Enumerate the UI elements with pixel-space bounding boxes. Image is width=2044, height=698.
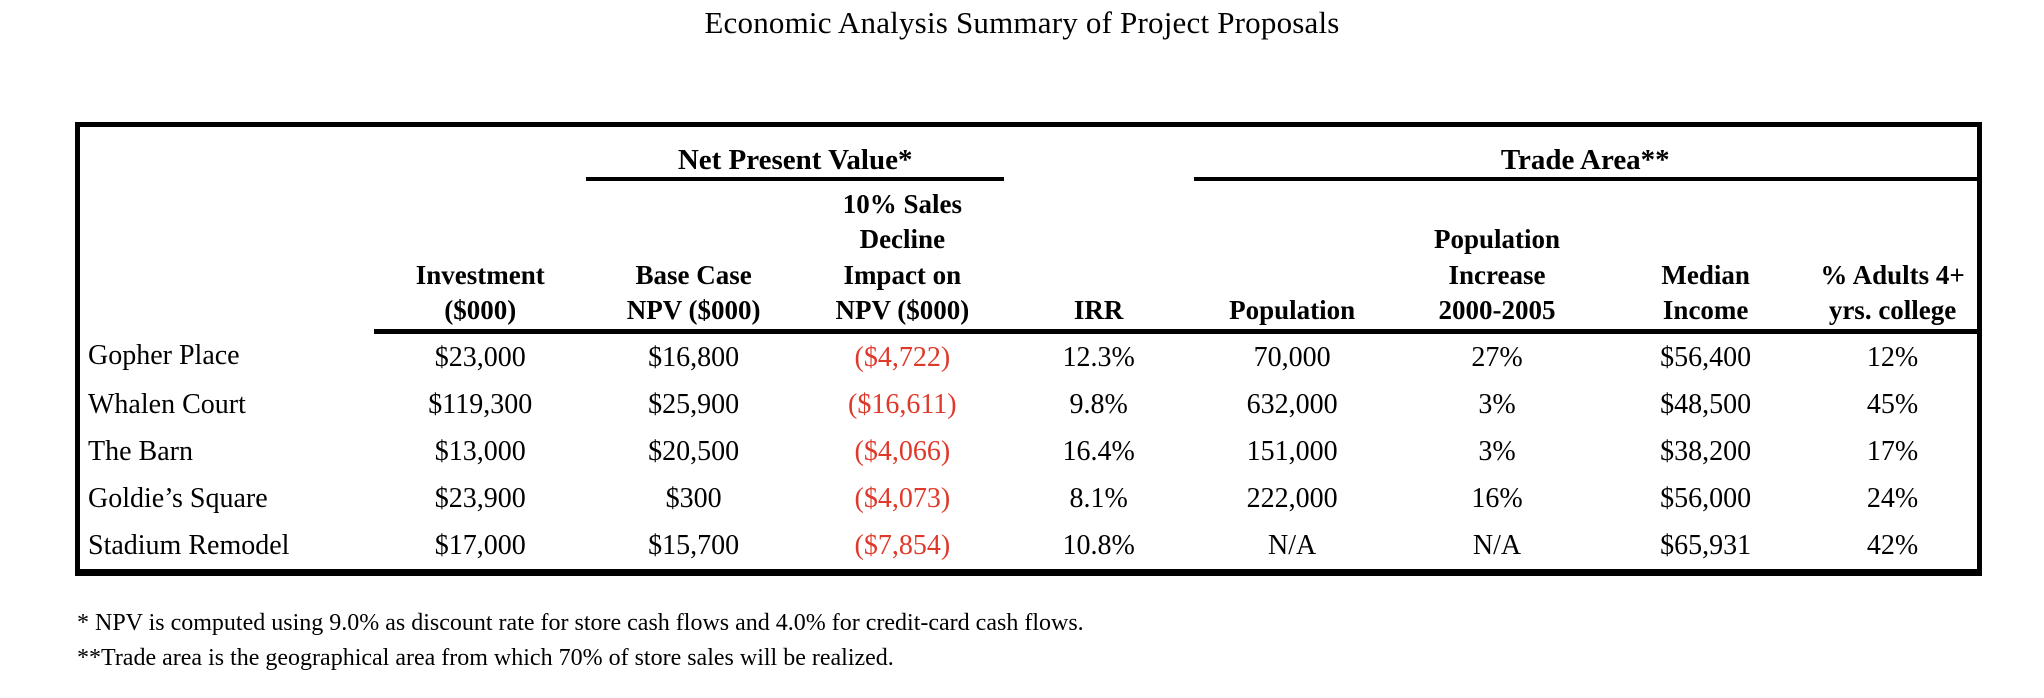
median-income-cell: $56,000 [1660,482,1752,514]
population-cell: N/A [1268,529,1317,561]
column-header-adults-college: % Adults 4+ yrs. college [1808,179,1977,334]
economic-analysis-table: Net Present Value* Trade Area** Investme… [80,127,1977,569]
investment-cell: $13,000 [434,435,526,467]
project-name-cell: The Barn [88,435,193,467]
base-case-npv-cell: $25,900 [648,388,740,420]
median-income-cell: $56,400 [1660,341,1752,373]
decline-impact-cell: ($16,611) [848,388,957,420]
footnote-trade-area: **Trade area is the geographical area fr… [77,645,894,671]
median-income-cell: $38,200 [1660,435,1752,467]
spacer-cell [80,127,586,179]
column-header-row: Investment ($000) Base Case NPV ($000) 1… [80,179,1977,334]
table-row-stadium-remodel: Stadium Remodel $17,000 $15,700 ($7,854)… [80,522,1977,569]
project-name-cell: Stadium Remodel [88,529,290,561]
investment-cell: $23,000 [434,341,526,373]
base-case-npv-cell: $16,800 [648,341,740,373]
footnotes: * NPV is computed using 9.0% as discount… [77,606,1084,676]
column-header-irr: IRR [1003,179,1194,334]
population-increase-cell: 27% [1471,341,1523,373]
population-cell: 151,000 [1246,435,1338,467]
median-income-cell: $65,931 [1660,529,1752,561]
irr-cell: 9.8% [1069,388,1128,420]
economic-analysis-table-frame: Net Present Value* Trade Area** Investme… [75,122,1982,576]
population-increase-cell: 3% [1478,388,1516,420]
investment-cell: $119,300 [428,388,533,420]
column-header-project [80,179,374,332]
column-header-population: Population [1193,179,1391,334]
population-increase-cell: N/A [1472,529,1522,561]
group-header-net-present-value: Net Present Value* [586,127,1004,181]
table-row-the-barn: The Barn $13,000 $20,500 ($4,066) 16.4% … [80,428,1977,475]
project-name-cell: Gopher Place [88,340,240,372]
population-cell: 70,000 [1253,341,1331,373]
spacer-cell [1004,127,1194,179]
investment-cell: $23,900 [434,482,526,514]
adults-college-cell: 45% [1866,388,1919,420]
irr-cell: 10.8% [1062,529,1135,561]
column-header-population-increase: Population Increase 2000-2005 [1390,179,1604,334]
adults-college-cell: 42% [1866,529,1919,561]
irr-cell: 8.1% [1069,482,1128,514]
adults-college-cell: 12% [1866,341,1919,373]
table-row-goldies-square: Goldie’s Square $23,900 $300 ($4,073) 8.… [80,475,1977,522]
group-header-trade-area: Trade Area** [1193,127,1977,181]
footnote-npv: * NPV is computed using 9.0% as discount… [77,610,1084,636]
investment-cell: $17,000 [434,529,526,561]
page-title: Economic Analysis Summary of Project Pro… [704,5,1340,40]
population-increase-cell: 16% [1471,482,1523,514]
column-header-median-income: Median Income [1603,179,1809,334]
population-increase-cell: 3% [1478,435,1516,467]
base-case-npv-cell: $300 [665,482,722,514]
table-row-gopher-place: Gopher Place $23,000 $16,800 ($4,722) 12… [80,332,1977,382]
column-header-base-case-npv: Base Case NPV ($000) [586,179,801,334]
project-name-cell: Whalen Court [88,388,246,420]
adults-college-cell: 24% [1866,482,1919,514]
base-case-npv-cell: $15,700 [648,529,740,561]
decline-impact-cell: ($7,854) [854,529,951,561]
column-header-sales-decline-npv: 10% Sales Decline Impact on NPV ($000) [800,179,1004,334]
decline-impact-cell: ($4,073) [854,482,951,514]
table-row-whalen-court: Whalen Court $119,300 $25,900 ($16,611) … [80,381,1977,428]
population-cell: 632,000 [1246,388,1338,420]
decline-impact-cell: ($4,722) [854,341,951,373]
median-income-cell: $48,500 [1660,388,1752,420]
group-header-row: Net Present Value* Trade Area** [80,127,1977,181]
irr-cell: 16.4% [1062,435,1135,467]
population-cell: 222,000 [1246,482,1338,514]
irr-cell: 12.3% [1062,341,1135,373]
project-name-cell: Goldie’s Square [88,482,268,514]
column-header-investment: Investment ($000) [374,179,587,334]
decline-impact-cell: ($4,066) [854,435,951,467]
base-case-npv-cell: $20,500 [648,435,740,467]
adults-college-cell: 17% [1866,435,1919,467]
